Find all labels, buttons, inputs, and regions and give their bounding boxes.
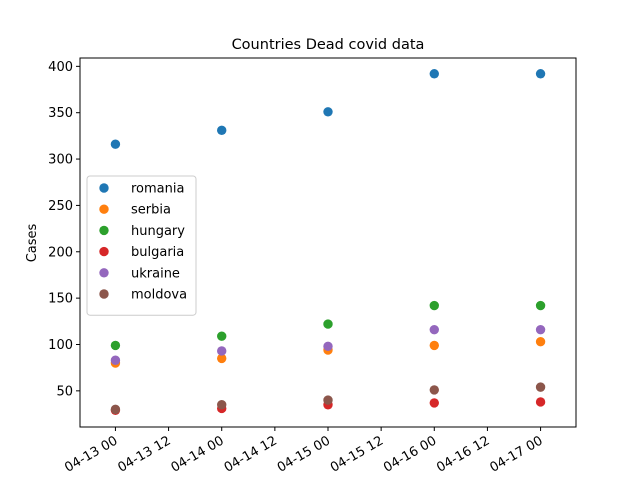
y-axis-label: Cases (25, 223, 40, 262)
legend-marker-romania (99, 183, 109, 193)
legend-label-romania: romania (131, 182, 184, 197)
y-tick-label: 300 (48, 153, 73, 168)
y-axis: 50 100 150 200 250 300 350 400 (48, 60, 80, 399)
point-ukraine (110, 355, 121, 365)
legend-marker-ukraine (99, 268, 109, 278)
point-hungary (217, 331, 227, 341)
legend: romania serbia hungary bulgaria ukraine moldo… (86, 175, 197, 316)
point-ukraine (429, 324, 439, 335)
data-points (110, 69, 546, 416)
legend-label-moldova: moldova (131, 288, 187, 303)
point-serbia (429, 340, 439, 351)
y-tick-label: 200 (48, 245, 73, 260)
point-ukraine (323, 341, 333, 352)
point-moldova (323, 395, 333, 405)
point-serbia (535, 337, 546, 347)
chart-title: Countries Dead covid data (232, 37, 425, 53)
point-hungary (429, 300, 439, 311)
point-ukraine (535, 324, 546, 335)
legend-marker-bulgaria (99, 246, 109, 257)
point-romania (535, 69, 546, 79)
point-serbia (217, 353, 227, 364)
legend-marker-hungary (99, 225, 109, 236)
plot-frame (79, 57, 577, 428)
legend-label-ukraine: ukraine (131, 266, 180, 281)
point-romania (323, 107, 333, 117)
point-hungary (110, 340, 121, 351)
point-romania (110, 139, 121, 149)
point-bulgaria (535, 397, 546, 407)
point-moldova (535, 382, 546, 392)
point-romania (429, 69, 439, 79)
y-tick-label: 400 (48, 60, 73, 75)
legend-label-serbia: serbia (131, 203, 171, 218)
y-tick-label: 100 (48, 338, 73, 353)
legend-box (86, 175, 197, 316)
y-tick-label: 250 (48, 199, 73, 214)
point-moldova (110, 404, 121, 415)
legend-marker-serbia (99, 204, 109, 214)
point-hungary (535, 300, 546, 311)
y-tick-label: 50 (56, 384, 73, 399)
point-ukraine (217, 346, 227, 356)
point-moldova (217, 400, 227, 410)
point-bulgaria (429, 398, 439, 408)
legend-label-bulgaria: bulgaria (131, 245, 184, 260)
legend-marker-moldova (99, 289, 109, 299)
legend-label-hungary: hungary (131, 224, 185, 239)
point-romania (217, 125, 227, 136)
y-tick-label: 150 (48, 292, 73, 307)
point-hungary (323, 319, 333, 329)
y-tick-label: 350 (48, 106, 73, 121)
point-moldova (429, 385, 439, 395)
